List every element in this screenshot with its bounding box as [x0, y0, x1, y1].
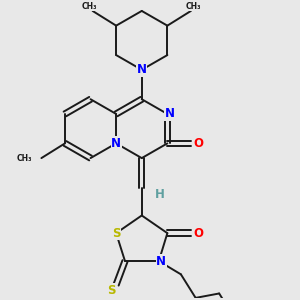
Text: S: S [112, 226, 120, 240]
Text: N: N [165, 107, 175, 120]
Text: S: S [107, 284, 116, 297]
Text: CH₃: CH₃ [186, 2, 202, 11]
Text: H: H [155, 188, 165, 201]
Text: N: N [137, 63, 147, 76]
Text: O: O [193, 226, 203, 240]
Text: CH₃: CH₃ [82, 2, 98, 11]
Text: CH₃: CH₃ [17, 154, 33, 163]
Text: O: O [193, 137, 203, 150]
Text: N: N [156, 255, 166, 268]
Text: N: N [111, 137, 121, 150]
